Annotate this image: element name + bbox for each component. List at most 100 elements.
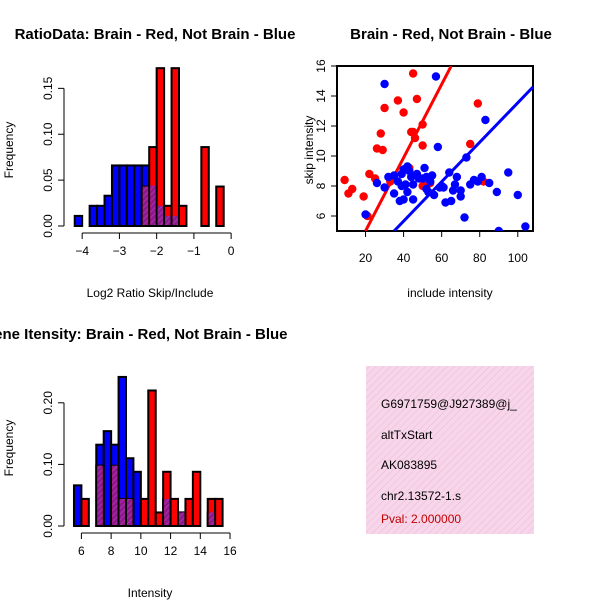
ratio-bar-not-brain bbox=[110, 164, 121, 227]
scatter-point-brain bbox=[418, 141, 427, 150]
scatter-point-brain bbox=[399, 108, 408, 117]
intensity-bar-overlap bbox=[164, 498, 170, 525]
scatter-point-not-brain bbox=[408, 180, 418, 189]
ratio-bar-overlap bbox=[157, 205, 164, 225]
intensity-x-axis-label: Intensity bbox=[128, 586, 173, 600]
ratio-y-axis-label: Frequency bbox=[2, 122, 16, 179]
intensity-bar-not-brain bbox=[132, 470, 142, 527]
scatter-axes: 20 40 60 80 100 6 8 10 12 14 16 bbox=[314, 59, 528, 265]
scatter-point-not-brain bbox=[504, 168, 513, 177]
info-panel: G6971759@J927389@j_ altTxStart AK083895 … bbox=[366, 366, 534, 534]
scatter-point-not-brain bbox=[492, 187, 502, 197]
intensity-bar-brain bbox=[147, 389, 157, 528]
ratio-histogram-panel: RatioData: Brain - Red, Not Brain - Blue… bbox=[2, 26, 295, 300]
scatter-point-not-brain bbox=[361, 210, 370, 219]
scatter-point-not-brain bbox=[372, 178, 382, 188]
ratio-axes: −4 −3 −2 −1 0 0.00 0.05 0.10 0.15 bbox=[41, 76, 235, 258]
scatter-point-not-brain bbox=[513, 190, 522, 200]
intensity-x-tick-label: 14 bbox=[194, 544, 208, 558]
scatter-point-not-brain bbox=[481, 115, 490, 125]
info-cluster: chr2.13572-1.s bbox=[381, 489, 461, 503]
scatter-point-not-brain bbox=[456, 192, 465, 201]
intensity-bar-overlap bbox=[97, 465, 103, 525]
ratio-x-tick-label: −1 bbox=[187, 244, 201, 258]
scatter-point-not-brain bbox=[494, 226, 503, 231]
scatter-point-not-brain bbox=[521, 222, 530, 231]
intensity-x-tick-label: 12 bbox=[164, 544, 178, 558]
ratio-bar-not-brain bbox=[88, 204, 99, 228]
scatter-point-brain bbox=[376, 129, 385, 138]
scatter-marks bbox=[340, 66, 533, 231]
ratio-bar-overlap bbox=[172, 215, 178, 225]
scatter-x-tick-label: 100 bbox=[508, 251, 528, 265]
ratio-x-tick-label: 0 bbox=[228, 244, 235, 258]
scatter-x-tick-label: 60 bbox=[435, 251, 449, 265]
intensity-bar-brain bbox=[169, 497, 180, 527]
ratio-bar-overlap bbox=[150, 185, 156, 225]
scatter-point-brain bbox=[359, 192, 368, 201]
intensity-bar-brain bbox=[191, 470, 202, 527]
ratio-y-tick-label: 0.10 bbox=[41, 122, 55, 146]
scatter-x-tick-label: 80 bbox=[473, 251, 487, 265]
ratio-bar-brain bbox=[215, 185, 225, 228]
scatter-point-not-brain bbox=[420, 163, 429, 173]
ratio-bar-not-brain bbox=[96, 204, 106, 228]
scatter-y-tick-label: 14 bbox=[314, 89, 328, 103]
intensity-bar-not-brain bbox=[102, 430, 113, 527]
scatter-point-not-brain bbox=[439, 183, 448, 192]
ratio-bar-brain bbox=[155, 67, 166, 227]
scatter-y-tick-label: 16 bbox=[314, 59, 328, 73]
scatter-plot-frame bbox=[336, 65, 534, 232]
scatter-point-not-brain bbox=[427, 171, 437, 180]
scatter-point-not-brain bbox=[380, 183, 389, 192]
ratio-x-tick-label: −2 bbox=[150, 244, 164, 258]
scatter-point-not-brain bbox=[389, 189, 399, 198]
ratio-y-tick-label: 0.15 bbox=[41, 76, 55, 100]
scatter-point-not-brain bbox=[380, 79, 389, 89]
ratio-x-tick-label: −4 bbox=[75, 244, 89, 258]
scatter-point-brain bbox=[378, 145, 387, 155]
intensity-chart-title: Gene Itensity: Brain - Red, Not Brain - … bbox=[0, 326, 288, 343]
ratio-x-tick-label: −3 bbox=[113, 244, 127, 258]
scatter-point-brain bbox=[344, 189, 353, 198]
scatter-point-not-brain bbox=[433, 142, 443, 152]
scatter-point-not-brain bbox=[460, 213, 469, 222]
ratio-bar-overlap bbox=[165, 215, 171, 225]
intensity-bar-overlap bbox=[112, 465, 118, 525]
scatter-point-not-brain bbox=[431, 72, 441, 81]
info-accession: AK083895 bbox=[381, 458, 437, 472]
scatter-point-not-brain bbox=[456, 186, 465, 195]
scatter-y-tick-label: 10 bbox=[314, 149, 328, 163]
scatter-point-brain bbox=[340, 175, 349, 185]
ratio-chart-title: RatioData: Brain - Red, Not Brain - Blue bbox=[15, 26, 296, 43]
intensity-y-tick-label: 0.10 bbox=[41, 452, 55, 476]
scatter-point-not-brain bbox=[452, 172, 462, 182]
intensity-axes: 6 8 10 12 14 16 0.00 0.10 0.20 bbox=[41, 391, 237, 558]
scatter-point-not-brain bbox=[450, 180, 460, 189]
info-panel-background bbox=[366, 366, 534, 534]
scatter-y-tick-label: 6 bbox=[314, 212, 328, 219]
intensity-x-tick-label: 8 bbox=[108, 544, 115, 558]
scatter-x-tick-label: 20 bbox=[359, 251, 373, 265]
ratio-x-axis-label: Log2 Ratio Skip/Include bbox=[87, 286, 214, 300]
intensity-bars bbox=[72, 375, 224, 528]
scatter-point-brain bbox=[473, 99, 483, 108]
intensity-x-tick-label: 10 bbox=[134, 544, 148, 558]
scatter-point-brain bbox=[408, 69, 418, 78]
ratio-bar-brain bbox=[170, 67, 181, 227]
intensity-y-axis-label: Frequency bbox=[2, 420, 16, 477]
scatter-point-brain bbox=[365, 169, 374, 179]
scatter-point-brain bbox=[380, 103, 389, 113]
ratio-bar-not-brain bbox=[118, 164, 128, 227]
scatter-y-tick-label: 8 bbox=[314, 182, 328, 189]
intensity-x-tick-label: 16 bbox=[223, 544, 237, 558]
scatter-x-tick-label: 40 bbox=[397, 251, 411, 265]
intensity-bar-brain bbox=[154, 511, 165, 527]
scatter-point-not-brain bbox=[485, 178, 494, 188]
intensity-bar-overlap bbox=[179, 512, 185, 525]
scatter-point-not-brain bbox=[401, 180, 410, 189]
intensity-bar-overlap bbox=[119, 498, 125, 525]
info-gene-id: G6971759@J927389@j_ bbox=[381, 397, 517, 411]
ratio-y-tick-label: 0.05 bbox=[41, 168, 55, 192]
